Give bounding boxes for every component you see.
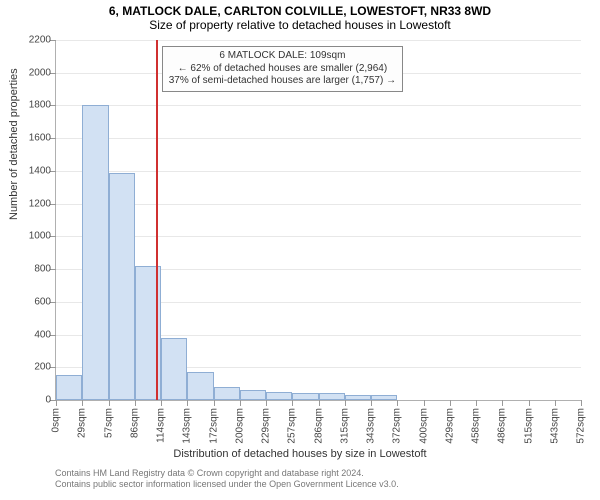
footer-line-2: Contains public sector information licen… (55, 479, 399, 490)
x-tick-label: 143sqm (182, 408, 193, 444)
x-tick-label: 200sqm (234, 408, 245, 444)
x-tick-label: 543sqm (549, 408, 560, 444)
annotation-box: 6 MATLOCK DALE: 109sqm← 62% of detached … (162, 46, 403, 92)
y-tick-label: 2000 (29, 67, 51, 78)
gridline (56, 171, 581, 172)
x-tick-label: 429sqm (444, 408, 455, 444)
histogram-bar (161, 338, 187, 400)
x-tick (56, 400, 57, 406)
x-tick (502, 400, 503, 406)
x-tick (555, 400, 556, 406)
x-tick-label: 372sqm (392, 408, 403, 444)
annotation-line-2: ← 62% of detached houses are smaller (2,… (169, 63, 396, 76)
x-tick-label: 257sqm (287, 408, 298, 444)
gridline (56, 138, 581, 139)
x-tick (82, 400, 83, 406)
x-tick-label: 343sqm (366, 408, 377, 444)
y-tick-label: 1600 (29, 133, 51, 144)
y-tick-label: 1200 (29, 198, 51, 209)
x-tick-label: 515sqm (523, 408, 534, 444)
x-tick (240, 400, 241, 406)
gridline (56, 40, 581, 41)
histogram-bar (56, 375, 82, 400)
y-tick-label: 400 (34, 329, 51, 340)
x-tick-label: 486sqm (497, 408, 508, 444)
x-tick-label: 172sqm (208, 408, 219, 444)
x-tick (135, 400, 136, 406)
x-tick (345, 400, 346, 406)
y-tick-label: 600 (34, 296, 51, 307)
x-tick (424, 400, 425, 406)
plot-area: 0200400600800100012001400160018002000220… (55, 40, 581, 401)
x-tick-label: 114sqm (156, 408, 167, 443)
x-tick (214, 400, 215, 406)
annotation-line-3: 37% of semi-detached houses are larger (… (169, 75, 396, 88)
histogram-bar (292, 393, 318, 400)
histogram-bar (240, 390, 266, 400)
histogram-bar (371, 395, 397, 400)
histogram-bar (345, 395, 371, 400)
x-tick-label: 286sqm (313, 408, 324, 444)
x-tick (187, 400, 188, 406)
x-tick (476, 400, 477, 406)
chart-container: 6, MATLOCK DALE, CARLTON COLVILLE, LOWES… (0, 0, 600, 500)
y-tick-label: 200 (34, 362, 51, 373)
x-tick (319, 400, 320, 406)
annotation-line-1: 6 MATLOCK DALE: 109sqm (169, 50, 396, 63)
x-tick-label: 458sqm (471, 408, 482, 444)
y-tick-label: 800 (34, 264, 51, 275)
gridline (56, 236, 581, 237)
chart-area: 0200400600800100012001400160018002000220… (55, 40, 580, 400)
x-tick-label: 29sqm (77, 408, 88, 438)
y-axis-label: Number of detached properties (8, 68, 20, 220)
x-tick (397, 400, 398, 406)
y-tick-label: 0 (45, 395, 51, 406)
x-axis-label: Distribution of detached houses by size … (0, 448, 600, 460)
x-tick (581, 400, 582, 406)
histogram-bar (214, 387, 240, 400)
y-tick-label: 1800 (29, 100, 51, 111)
histogram-bar (82, 105, 108, 400)
x-tick-label: 572sqm (576, 408, 587, 444)
chart-title: 6, MATLOCK DALE, CARLTON COLVILLE, LOWES… (0, 0, 600, 18)
histogram-bar (319, 393, 345, 400)
y-tick-label: 2200 (29, 35, 51, 46)
x-tick-label: 86sqm (129, 408, 140, 438)
x-tick (161, 400, 162, 406)
x-tick-label: 400sqm (418, 408, 429, 444)
chart-subtitle: Size of property relative to detached ho… (0, 18, 600, 34)
x-tick (371, 400, 372, 406)
gridline (56, 105, 581, 106)
x-tick-label: 0sqm (51, 408, 62, 432)
histogram-bar (187, 372, 213, 400)
x-tick-label: 57sqm (103, 408, 114, 438)
gridline (56, 204, 581, 205)
x-tick-label: 315sqm (339, 408, 350, 444)
footer-line-1: Contains HM Land Registry data © Crown c… (55, 468, 399, 479)
x-tick-label: 229sqm (261, 408, 272, 444)
x-tick (529, 400, 530, 406)
x-tick (109, 400, 110, 406)
footer-text: Contains HM Land Registry data © Crown c… (55, 468, 399, 491)
x-tick (266, 400, 267, 406)
histogram-bar (109, 173, 135, 400)
histogram-bar (266, 392, 292, 400)
x-tick (450, 400, 451, 406)
y-tick-label: 1000 (29, 231, 51, 242)
x-tick (292, 400, 293, 406)
marker-line (156, 40, 158, 400)
y-tick-label: 1400 (29, 165, 51, 176)
